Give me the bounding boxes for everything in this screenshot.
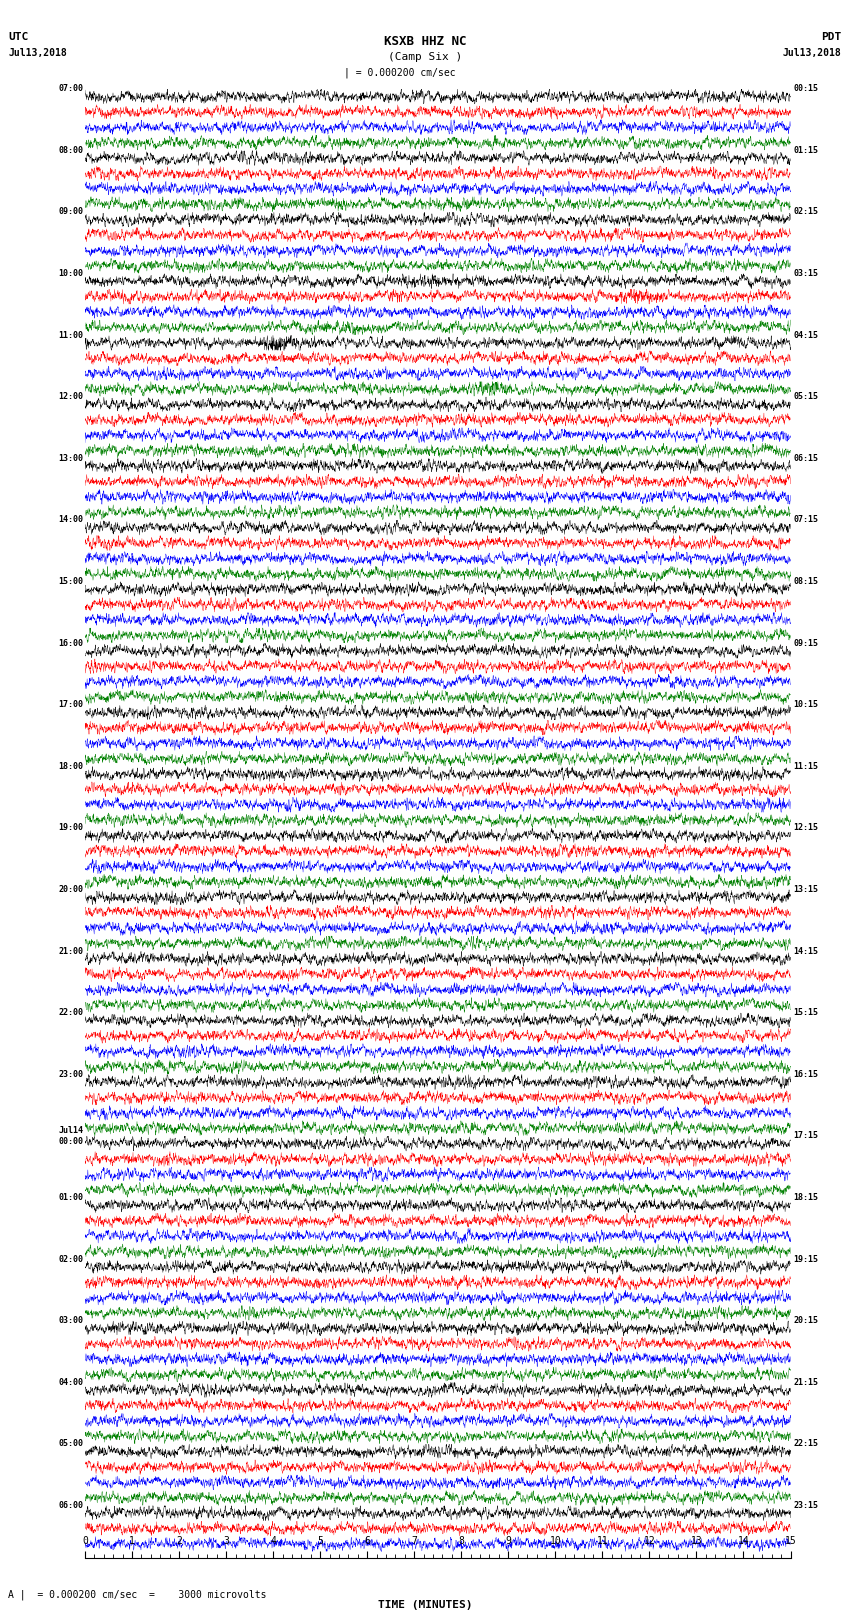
Text: Jul13,2018: Jul13,2018	[8, 48, 67, 58]
Text: 17:00: 17:00	[59, 700, 83, 710]
Text: 16:00: 16:00	[59, 639, 83, 647]
Text: 03:00: 03:00	[59, 1316, 83, 1326]
Text: 02:00: 02:00	[59, 1255, 83, 1263]
Text: 07:15: 07:15	[793, 516, 818, 524]
Text: 21:00: 21:00	[59, 947, 83, 955]
Text: KSXB HHZ NC: KSXB HHZ NC	[383, 35, 467, 48]
Text: 17:15: 17:15	[793, 1131, 818, 1140]
Text: 03:15: 03:15	[793, 269, 818, 277]
Text: 21:15: 21:15	[793, 1378, 818, 1387]
Text: 04:00: 04:00	[59, 1378, 83, 1387]
Text: 06:00: 06:00	[59, 1502, 83, 1510]
Text: 12:15: 12:15	[793, 823, 818, 832]
Text: 10:15: 10:15	[793, 700, 818, 710]
Text: 08:15: 08:15	[793, 577, 818, 586]
Text: 13:15: 13:15	[793, 886, 818, 894]
Text: 11:15: 11:15	[793, 761, 818, 771]
Text: 22:15: 22:15	[793, 1439, 818, 1448]
Text: 11:00: 11:00	[59, 331, 83, 340]
Text: 14:15: 14:15	[793, 947, 818, 955]
Text: 12:00: 12:00	[59, 392, 83, 402]
Text: TIME (MINUTES): TIME (MINUTES)	[377, 1600, 473, 1610]
Text: PDT: PDT	[821, 32, 842, 42]
Text: A |  = 0.000200 cm/sec  =    3000 microvolts: A | = 0.000200 cm/sec = 3000 microvolts	[8, 1589, 267, 1600]
Text: 19:00: 19:00	[59, 823, 83, 832]
Text: 04:15: 04:15	[793, 331, 818, 340]
Text: 22:00: 22:00	[59, 1008, 83, 1018]
Text: 08:00: 08:00	[59, 145, 83, 155]
Text: 23:00: 23:00	[59, 1069, 83, 1079]
Text: 18:15: 18:15	[793, 1194, 818, 1202]
Text: 01:15: 01:15	[793, 145, 818, 155]
Text: Jul13,2018: Jul13,2018	[783, 48, 842, 58]
Text: 09:00: 09:00	[59, 208, 83, 216]
Text: 16:15: 16:15	[793, 1069, 818, 1079]
Text: 00:15: 00:15	[793, 84, 818, 94]
Text: UTC: UTC	[8, 32, 29, 42]
Text: 09:15: 09:15	[793, 639, 818, 647]
Text: 06:15: 06:15	[793, 453, 818, 463]
Text: (Camp Six ): (Camp Six )	[388, 52, 462, 61]
Text: 02:15: 02:15	[793, 208, 818, 216]
Text: | = 0.000200 cm/sec: | = 0.000200 cm/sec	[343, 68, 456, 79]
Text: 20:15: 20:15	[793, 1316, 818, 1326]
Text: 14:00: 14:00	[59, 516, 83, 524]
Text: 01:00: 01:00	[59, 1194, 83, 1202]
Text: 20:00: 20:00	[59, 886, 83, 894]
Text: 23:15: 23:15	[793, 1502, 818, 1510]
Text: 07:00: 07:00	[59, 84, 83, 94]
Text: 15:00: 15:00	[59, 577, 83, 586]
Text: Jul14
00:00: Jul14 00:00	[59, 1126, 83, 1145]
Text: 05:00: 05:00	[59, 1439, 83, 1448]
Text: 05:15: 05:15	[793, 392, 818, 402]
Text: 18:00: 18:00	[59, 761, 83, 771]
Text: 10:00: 10:00	[59, 269, 83, 277]
Text: 13:00: 13:00	[59, 453, 83, 463]
Text: 15:15: 15:15	[793, 1008, 818, 1018]
Text: 19:15: 19:15	[793, 1255, 818, 1263]
